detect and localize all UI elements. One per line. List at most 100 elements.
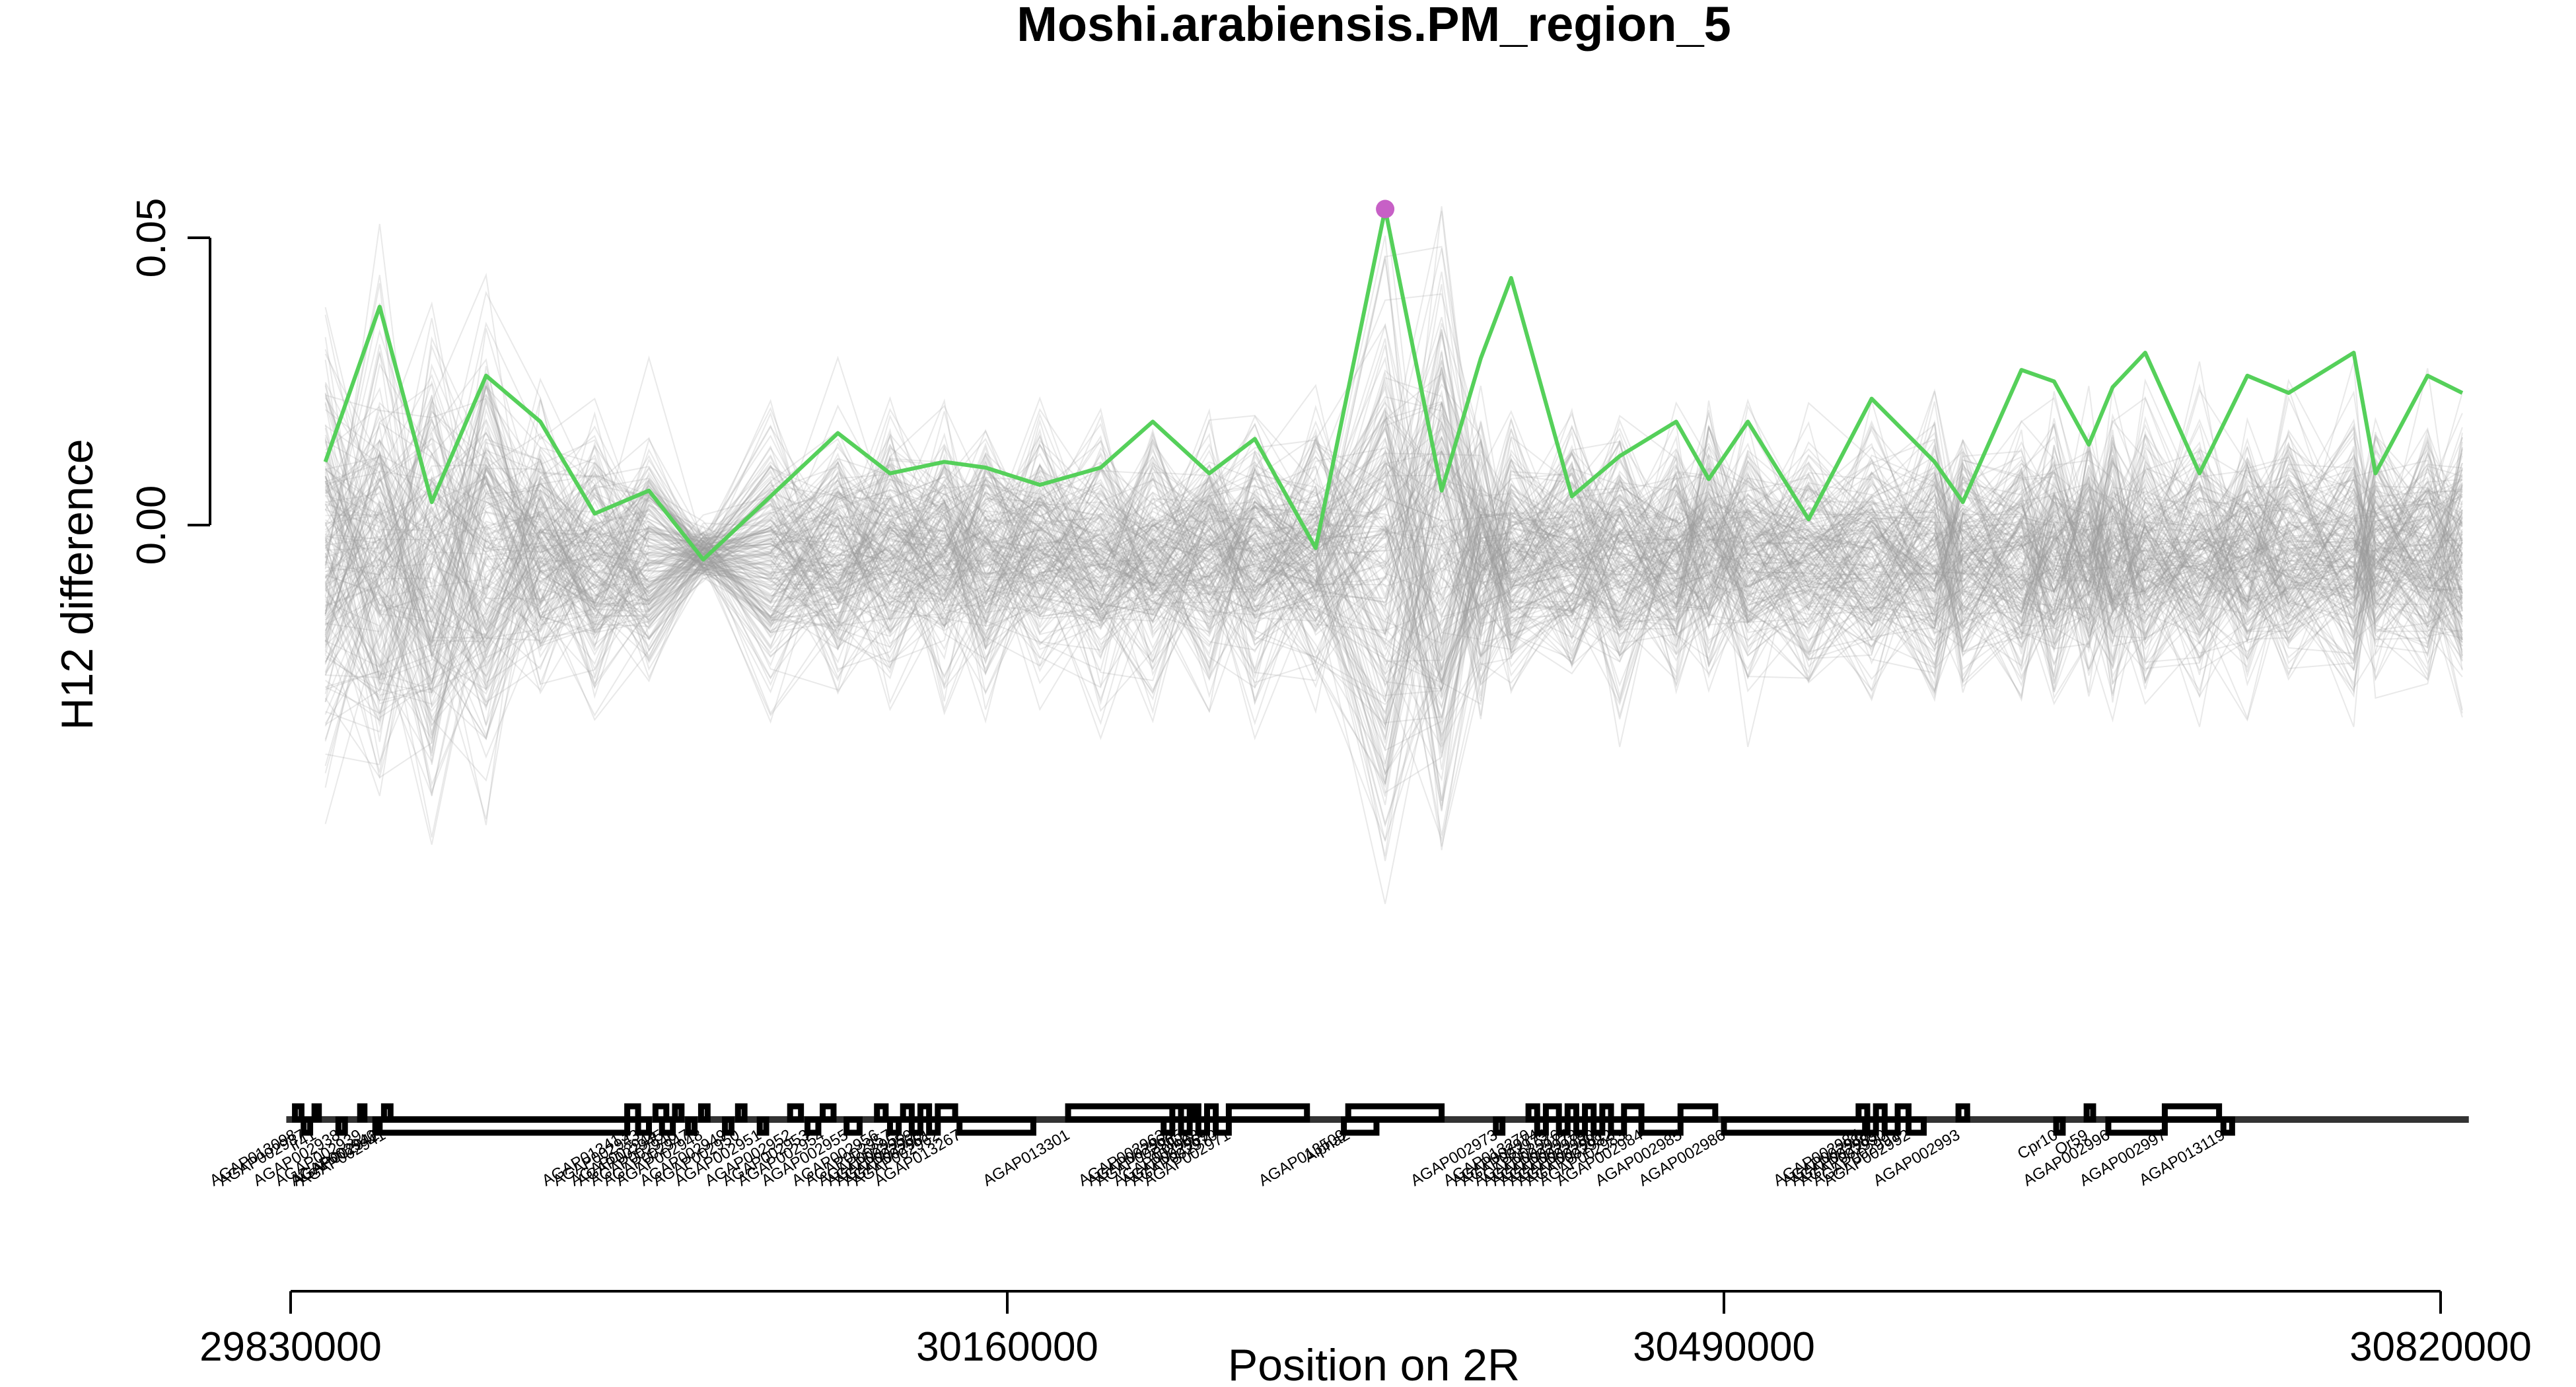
background-series-line [324, 423, 2463, 670]
background-series-line [324, 397, 2463, 741]
gene-mark [1542, 1103, 1562, 1123]
gene-mark [1881, 1116, 1901, 1136]
y-tick-label: 0.00 [129, 485, 174, 565]
gene-mark [1525, 1103, 1540, 1123]
background-series-line [324, 361, 2463, 720]
background-series-line [324, 452, 2463, 794]
background-series-line [325, 413, 2463, 747]
background-series-line [324, 273, 2463, 742]
background-series-line [325, 416, 2463, 684]
x-axis: 29830000 30160000 30490000 30820000 [199, 1290, 2532, 1370]
background-series-line [324, 450, 2463, 698]
background-series-line [324, 367, 2463, 702]
background-series-line [324, 363, 2463, 695]
gene-mark [1905, 1116, 1927, 1136]
background-lines [324, 201, 2463, 904]
background-series-line [324, 431, 2463, 697]
background-series-line [325, 447, 2462, 669]
background-series-line [324, 322, 2463, 676]
background-series-line [324, 460, 2463, 740]
background-series-line [324, 415, 2463, 666]
background-series-line [324, 429, 2463, 694]
background-series-line [325, 402, 2462, 806]
gene-mark [1534, 1116, 1549, 1136]
background-series-line [325, 396, 2462, 719]
gene-mark [756, 1116, 769, 1136]
gene-mark [1186, 1103, 1201, 1123]
gene-mark [1169, 1103, 1184, 1123]
background-series-line [324, 378, 2463, 776]
background-series-line [325, 363, 2463, 678]
gene-mark [375, 1116, 631, 1136]
background-series-line [324, 392, 2463, 727]
background-series-line [324, 434, 2463, 826]
background-series-line [324, 377, 2463, 710]
background-series-line [325, 384, 2463, 694]
background-series-line [325, 336, 2463, 722]
background-series-line [324, 385, 2463, 843]
background-series-line [324, 318, 2463, 766]
background-series-line [325, 291, 2463, 784]
background-series-line [324, 360, 2463, 781]
gene-mark [935, 1103, 958, 1123]
background-series-line [324, 409, 2463, 720]
background-series-line [325, 445, 2463, 845]
y-tick-label: 0.05 [129, 198, 174, 278]
background-series-line [324, 442, 2463, 715]
background-series-line [325, 402, 2462, 797]
gene-mark [1225, 1103, 1310, 1123]
background-series-line [324, 373, 2463, 712]
background-series-line [325, 443, 2463, 701]
gene-mark [917, 1103, 933, 1123]
background-series-line [324, 419, 2463, 782]
gene-mark [1608, 1116, 1628, 1136]
background-series-line [324, 376, 2463, 709]
background-series-line [324, 343, 2462, 797]
background-series-line [325, 437, 2463, 723]
background-series-line [324, 367, 2463, 824]
gene-mark [1855, 1103, 1871, 1123]
background-series-line [324, 435, 2463, 752]
background-series-line [324, 433, 2463, 726]
background-series-line [325, 395, 2463, 714]
background-series-line [324, 206, 2463, 759]
background-series-line [324, 402, 2463, 812]
gene-mark [335, 1116, 348, 1136]
background-series-line [324, 467, 2462, 787]
background-series-line [324, 425, 2463, 776]
gene-mark [1345, 1103, 1445, 1123]
gene-mark [1065, 1103, 1198, 1123]
background-series-line [324, 337, 2463, 686]
gene-mark [805, 1116, 822, 1136]
gene-mark [722, 1116, 734, 1136]
gene-mark [1621, 1103, 1645, 1123]
background-series-line [324, 369, 2463, 676]
background-series-line [325, 443, 2463, 704]
background-series-line [324, 396, 2462, 828]
gene-mark [357, 1103, 368, 1123]
background-series-line [324, 427, 2463, 660]
gene-mark [659, 1116, 676, 1136]
background-series-line [324, 459, 2463, 715]
gene-mark [1213, 1116, 1232, 1136]
background-series-line [324, 378, 2463, 680]
background-series-line [324, 427, 2463, 764]
background-series-line [324, 358, 2463, 672]
background-series-line [325, 396, 2463, 716]
gene-mark [1873, 1103, 1888, 1123]
gene-mark [635, 1116, 653, 1136]
background-series-line [324, 479, 2463, 695]
background-series-line [325, 373, 2463, 688]
background-series-line [325, 271, 2463, 698]
background-series-line [324, 418, 2463, 742]
background-series-line [324, 425, 2463, 698]
gene-mark [698, 1103, 711, 1123]
background-series-line [325, 418, 2463, 752]
background-series-line [324, 301, 2463, 687]
background-series-line [324, 302, 2463, 656]
background-series-line [325, 383, 2463, 694]
background-series-line [324, 350, 2463, 670]
background-series-line [324, 351, 2463, 705]
background-series-line [324, 426, 2463, 730]
